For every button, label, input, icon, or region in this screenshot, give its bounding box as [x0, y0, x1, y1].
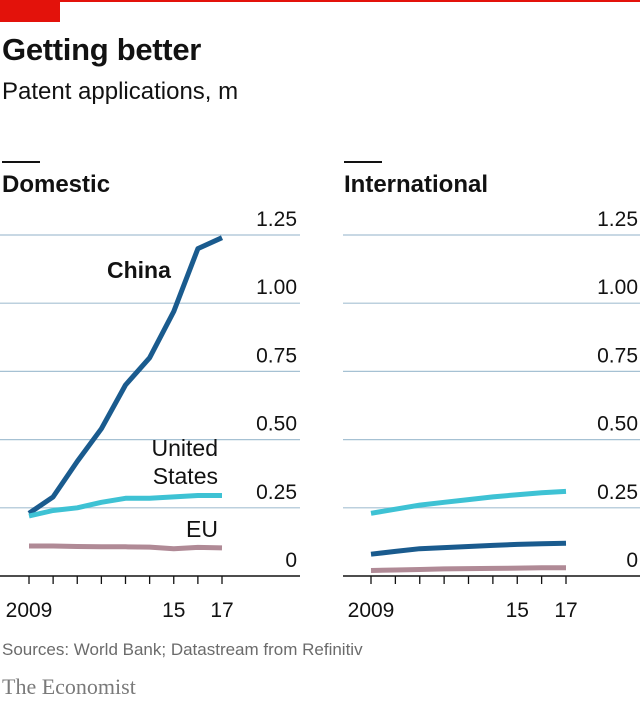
source-note: Sources: World Bank; Datastream from Ref…: [2, 640, 363, 659]
y-tick-label: 1.25: [256, 208, 297, 231]
charts-svg: Domestic 0 0.25 0.50 0.75 1.00 1.25 2009 15 17 Chi…: [0, 161, 640, 622]
x-tick-label: 15: [506, 599, 529, 622]
chart-title: Getting better: [2, 32, 202, 67]
y-tick-label: 0.50: [597, 413, 638, 436]
series-label-china: China: [107, 257, 171, 283]
series-line-united_states: [28, 493, 222, 519]
y-tick-label: 1.25: [597, 208, 638, 231]
x-tick-label: 2009: [6, 599, 53, 622]
x-tick-label: 17: [210, 599, 233, 622]
brand-tag: [0, 0, 60, 22]
panel-title: International: [344, 171, 488, 198]
x-tick-label: 17: [554, 599, 577, 622]
y-tick-label: 1.00: [256, 276, 297, 299]
series-line-eu: [29, 543, 223, 552]
x-tick-label: 2009: [348, 599, 395, 622]
series-line-china: [370, 540, 567, 557]
series-label-united-states-line2: States: [153, 463, 218, 489]
y-tick-label: 0.75: [597, 344, 638, 367]
y-tick-label: 0: [285, 549, 297, 572]
chart-subtitle: Patent applications, m: [2, 78, 239, 105]
top-rule: [0, 0, 640, 2]
y-tick-label: 1.00: [597, 276, 638, 299]
y-tick-label: 0.25: [597, 481, 638, 504]
y-tick-label: 0.50: [256, 413, 297, 436]
series-line-china: [27, 235, 224, 516]
series-label-united-states-line1: United: [152, 435, 218, 461]
series-line-united_states: [370, 488, 567, 516]
publisher-logo: The Economist: [2, 674, 136, 699]
y-tick-label: 0.25: [256, 481, 297, 504]
series-label-eu: EU: [186, 516, 218, 542]
y-tick-label: 0: [626, 549, 638, 572]
panel-title: Domestic: [2, 171, 110, 198]
x-tick-label: 15: [162, 599, 185, 622]
y-tick-label: 0.75: [256, 344, 297, 367]
series-line-eu: [370, 565, 566, 573]
